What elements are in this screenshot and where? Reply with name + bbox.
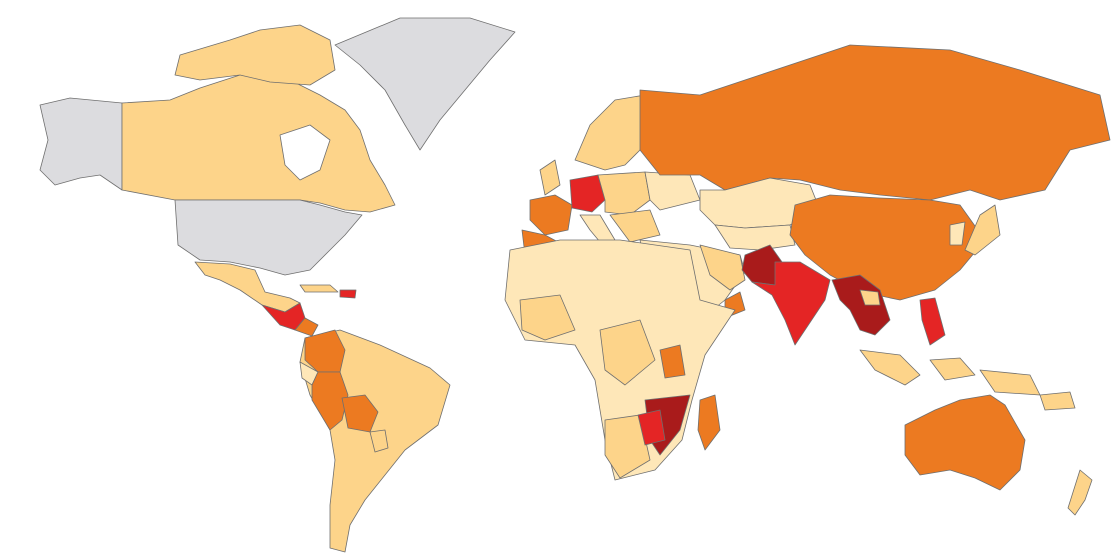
hispaniola [339,289,357,299]
greenland [334,17,516,151]
alaska [39,97,123,191]
balkans [609,209,661,243]
central-africa [599,319,656,386]
zimbabwe [637,409,666,446]
papua [1039,391,1076,411]
iran [699,244,746,291]
madagascar [697,394,721,451]
russia [639,44,1111,201]
bolivia [341,394,379,433]
korea [949,221,966,246]
new-zealand [1067,469,1093,516]
australia [904,394,1026,491]
usa [174,199,363,276]
central-asia [714,224,796,251]
uk [539,159,561,196]
laos [859,289,881,306]
germany [569,174,606,213]
southeast-asia [831,274,891,336]
kenya [659,344,686,379]
panama [294,317,319,337]
arctic-islands [174,24,336,86]
southern-africa [604,414,651,479]
west-africa [519,294,576,341]
cuba [299,284,339,293]
philippines [919,297,946,346]
hudson-bay [279,124,331,181]
france [529,194,573,236]
india [751,261,831,346]
china [789,194,986,301]
paraguay [369,429,389,453]
japan [964,204,1001,256]
